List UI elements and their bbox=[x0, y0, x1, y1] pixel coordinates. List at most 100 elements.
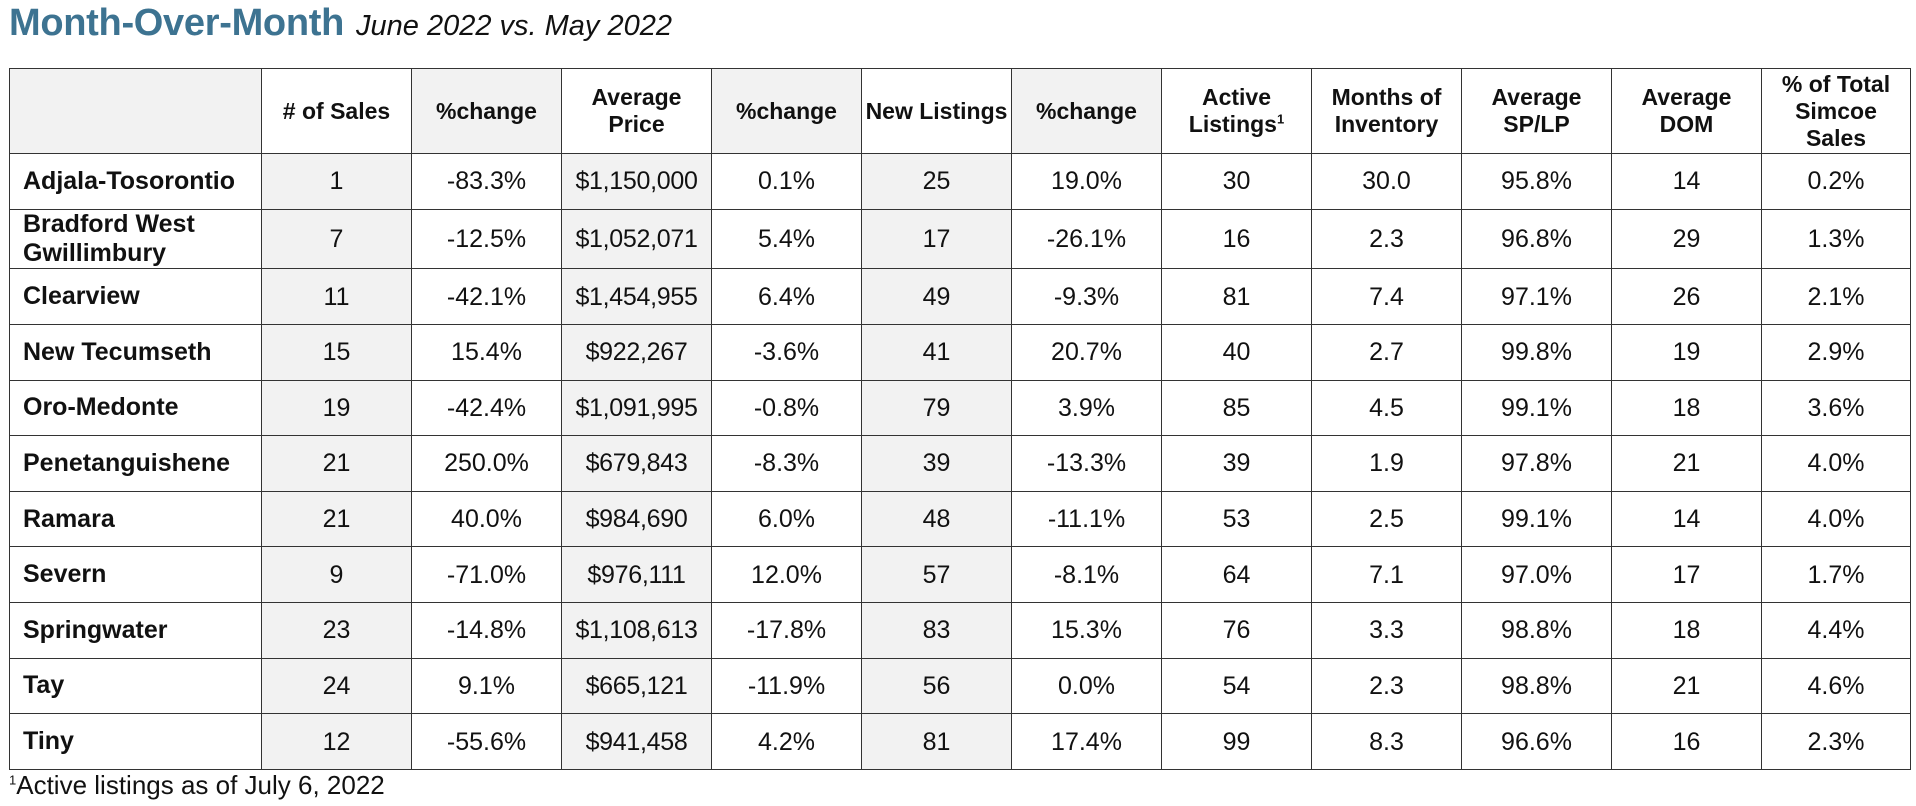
table-row: Springwater 23 -14.8% $1,108,613 -17.8% 83 15.… bbox=[9, 602, 1911, 659]
table-cell: 39 bbox=[861, 435, 1012, 492]
report-title: Month-Over-Month June 2022 vs. May 2022 bbox=[9, 2, 672, 62]
table-cell: 53 bbox=[1161, 490, 1312, 548]
table-cell: 4.4% bbox=[1761, 602, 1911, 659]
table-cell: 30 bbox=[1161, 153, 1312, 210]
table-cell: 85 bbox=[1161, 379, 1312, 437]
table-cell: -0.8% bbox=[711, 379, 862, 437]
table-cell: 0.1% bbox=[711, 153, 862, 210]
table-cell: 97.0% bbox=[1461, 546, 1612, 604]
table-cell: -42.4% bbox=[411, 379, 562, 437]
table-cell: -17.8% bbox=[711, 602, 862, 659]
municipality-name: Penetanguishene bbox=[9, 435, 262, 492]
table-cell: 49 bbox=[861, 268, 1012, 325]
table-cell: 2.9% bbox=[1761, 323, 1911, 381]
table-cell: 4.0% bbox=[1761, 490, 1911, 548]
table-cell: -8.3% bbox=[711, 435, 862, 492]
table-cell: 15.4% bbox=[411, 323, 562, 381]
table-cell: 9.1% bbox=[411, 657, 562, 715]
table-cell: 21 bbox=[1611, 657, 1762, 715]
table-cell: 4.2% bbox=[711, 713, 862, 770]
table-cell: -83.3% bbox=[411, 153, 562, 210]
table-cell: 250.0% bbox=[411, 435, 562, 492]
table-cell: 98.8% bbox=[1461, 657, 1612, 715]
table-cell: 40.0% bbox=[411, 490, 562, 548]
column-header: %change bbox=[1011, 68, 1162, 154]
table-cell: 23 bbox=[261, 602, 412, 659]
footnote-marker: 1 bbox=[1276, 111, 1285, 127]
column-header-label: # of Sales bbox=[282, 97, 391, 124]
table-cell: 40 bbox=[1161, 323, 1312, 381]
table-cell: 24 bbox=[261, 657, 412, 715]
table-cell: 99 bbox=[1161, 713, 1312, 770]
table-cell: 25 bbox=[861, 153, 1012, 210]
table-cell: 54 bbox=[1161, 657, 1312, 715]
table-cell: 2.7 bbox=[1311, 323, 1462, 381]
table-cell: 1.9 bbox=[1311, 435, 1462, 492]
table-cell: 48 bbox=[861, 490, 1012, 548]
table-cell: 19 bbox=[261, 379, 412, 437]
table-cell: 0.2% bbox=[1761, 153, 1911, 210]
table-cell: 79 bbox=[861, 379, 1012, 437]
column-header-label: Average Price bbox=[591, 84, 682, 137]
column-header-label: Months of Inventory bbox=[1331, 84, 1442, 137]
footnote-text: Active listings as of July 6, 2022 bbox=[16, 770, 385, 800]
table-cell: 2.3% bbox=[1761, 713, 1911, 770]
table-row: Bradford West Gwillimbury 7 -12.5% $1,052,0… bbox=[9, 208, 1911, 270]
municipality-name: Tay bbox=[9, 657, 262, 715]
table-cell: $984,690 bbox=[561, 490, 712, 548]
column-header: # of Sales bbox=[261, 68, 412, 154]
table-cell: $679,843 bbox=[561, 435, 712, 492]
table-cell: 15.3% bbox=[1011, 602, 1162, 659]
table-cell: -13.3% bbox=[1011, 435, 1162, 492]
table-cell: $941,458 bbox=[561, 713, 712, 770]
table-cell: 83 bbox=[861, 602, 1012, 659]
table-cell: 5.4% bbox=[711, 208, 862, 270]
table-cell: 6.0% bbox=[711, 490, 862, 548]
table-cell: 17 bbox=[1611, 546, 1762, 604]
table-row: Penetanguishene 21 250.0% $679,843 -8.3% 39 -1… bbox=[9, 435, 1911, 492]
table-cell: 7.4 bbox=[1311, 268, 1462, 325]
table-row: Tiny 12 -55.6% $941,458 4.2% 81 17.4% 99 8.3 96.6… bbox=[9, 713, 1911, 770]
table-cell: 21 bbox=[261, 435, 412, 492]
table-body: Adjala-Tosorontio 1 -83.3% $1,150,000 0.1% 25… bbox=[9, 153, 1911, 770]
table-row: Tay 24 9.1% $665,121 -11.9% 56 0.0% 54 2.3 98.8% 2… bbox=[9, 657, 1911, 715]
municipality-name: Severn bbox=[9, 546, 262, 604]
table-cell: $665,121 bbox=[561, 657, 712, 715]
table-cell: 8.3 bbox=[1311, 713, 1462, 770]
municipality-name: Ramara bbox=[9, 490, 262, 548]
column-header: Average Price bbox=[561, 68, 712, 154]
table-cell: 2.3 bbox=[1311, 657, 1462, 715]
table-row: New Tecumseth 15 15.4% $922,267 -3.6% 41 20.7%… bbox=[9, 323, 1911, 381]
column-header-label: %change bbox=[1036, 97, 1137, 124]
table-cell: -8.1% bbox=[1011, 546, 1162, 604]
column-header: New Listings bbox=[861, 68, 1012, 154]
table-cell: 96.6% bbox=[1461, 713, 1612, 770]
column-header: % of Total Simcoe Sales bbox=[1761, 68, 1911, 154]
table-cell: 0.0% bbox=[1011, 657, 1162, 715]
table-cell: 56 bbox=[861, 657, 1012, 715]
column-header-label: %change bbox=[736, 97, 837, 124]
table-cell: 99.1% bbox=[1461, 490, 1612, 548]
table-cell: 41 bbox=[861, 323, 1012, 381]
table-cell: -42.1% bbox=[411, 268, 562, 325]
column-header: %change bbox=[411, 68, 562, 154]
column-header-label: % of Total Simcoe Sales bbox=[1781, 70, 1891, 151]
table-cell: 16 bbox=[1611, 713, 1762, 770]
page-title: Month-Over-Month bbox=[9, 2, 345, 44]
table-cell: 17.4% bbox=[1011, 713, 1162, 770]
table-cell: 30.0 bbox=[1311, 153, 1462, 210]
page-subtitle: June 2022 vs. May 2022 bbox=[356, 10, 672, 42]
column-header-label: New Listings bbox=[865, 97, 1008, 124]
table-cell: 7 bbox=[261, 208, 412, 270]
column-header: %change bbox=[711, 68, 862, 154]
municipality-name: Bradford West Gwillimbury bbox=[9, 208, 262, 270]
table-cell: 15 bbox=[261, 323, 412, 381]
table-cell: 97.1% bbox=[1461, 268, 1612, 325]
table-cell: 98.8% bbox=[1461, 602, 1612, 659]
table-cell: 1.3% bbox=[1761, 208, 1911, 270]
table-cell: -11.1% bbox=[1011, 490, 1162, 548]
footnote: 1Active listings as of July 6, 2022 bbox=[9, 770, 385, 800]
table-cell: -11.9% bbox=[711, 657, 862, 715]
table-cell: $922,267 bbox=[561, 323, 712, 381]
table-cell: -3.6% bbox=[711, 323, 862, 381]
